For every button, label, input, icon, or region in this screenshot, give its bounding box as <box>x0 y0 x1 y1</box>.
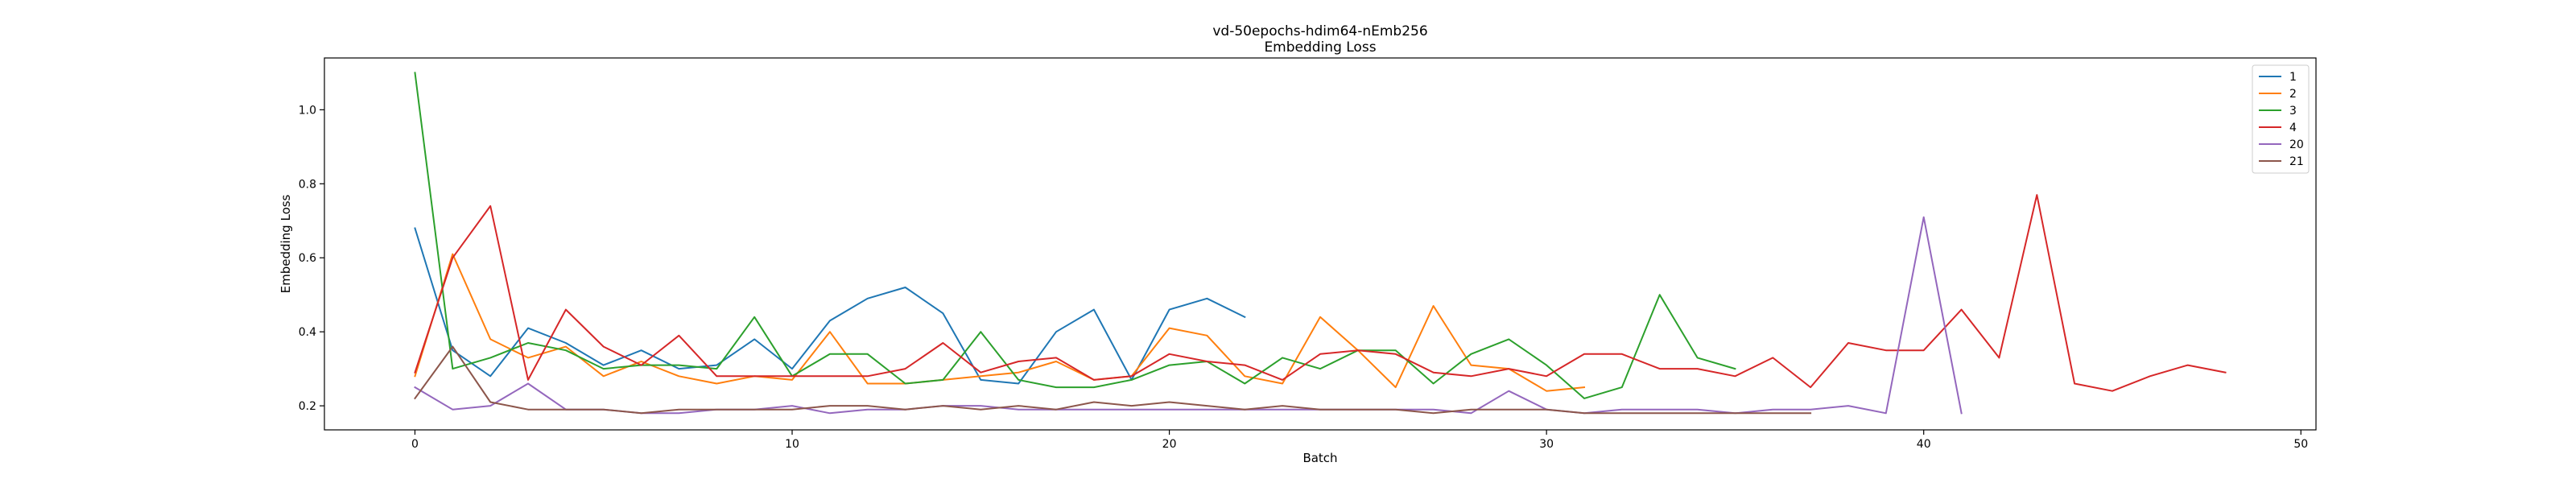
y-axis-label: Embedding Loss <box>279 194 293 293</box>
series-line-3 <box>414 72 1736 399</box>
y-tick-label: 1.0 <box>299 104 316 117</box>
series-line-4 <box>414 194 2227 392</box>
series-line-2 <box>414 253 1586 392</box>
x-axis-label: Batch <box>1302 451 1337 465</box>
plot-area <box>324 57 2317 431</box>
y-tick-label: 0.4 <box>299 326 316 339</box>
y-tick-label: 0.2 <box>299 400 316 413</box>
series-line-1 <box>414 227 1246 385</box>
x-tick-label: 0 <box>411 438 419 451</box>
legend-label-20: 20 <box>2289 138 2304 151</box>
x-tick-label: 10 <box>785 438 799 451</box>
x-axis-ticks: 0 10 20 30 40 50 <box>411 430 2308 451</box>
legend: 1 2 3 4 20 21 <box>2252 64 2310 174</box>
x-tick-label: 20 <box>1162 438 1177 451</box>
legend-label-21: 21 <box>2289 155 2304 168</box>
y-tick-label: 0.8 <box>299 178 316 191</box>
x-tick-label: 40 <box>1917 438 1931 451</box>
y-axis-ticks: 0.2 0.4 0.6 0.8 1.0 <box>299 104 324 413</box>
plot-frame <box>324 57 2317 431</box>
chart-title: vd-50epochs-hdim64-nEmb256 <box>1212 23 1427 39</box>
legend-box <box>2252 64 2310 174</box>
legend-label-3: 3 <box>2289 105 2297 118</box>
series-line-20 <box>414 216 1963 415</box>
x-tick-label: 30 <box>1539 438 1554 451</box>
x-tick-label: 50 <box>2293 438 2308 451</box>
legend-label-4: 4 <box>2289 122 2297 134</box>
series-line-21 <box>414 345 1812 415</box>
chart-subtitle: Embedding Loss <box>1264 39 1376 56</box>
series-layer <box>414 72 2227 415</box>
legend-label-1: 1 <box>2289 71 2297 84</box>
y-tick-label: 0.6 <box>299 252 316 265</box>
legend-label-2: 2 <box>2289 88 2297 101</box>
